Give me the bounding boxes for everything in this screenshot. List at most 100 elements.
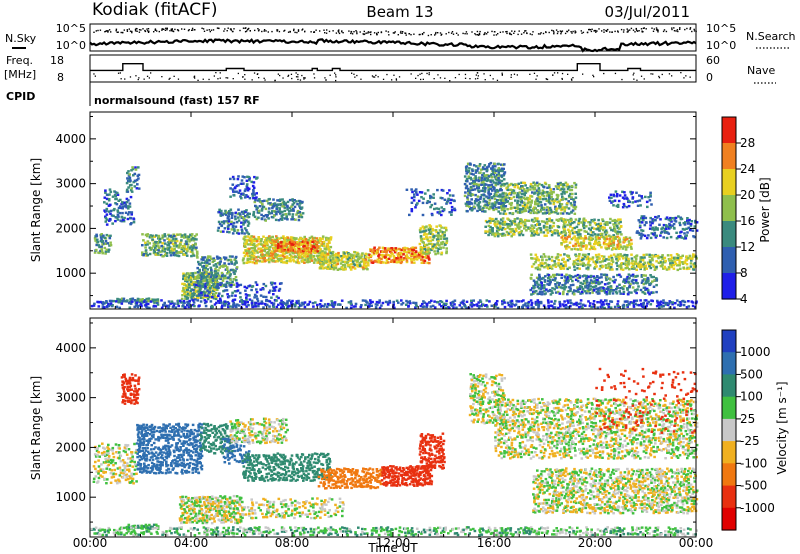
- heatmap-cell: [312, 254, 316, 258]
- heatmap-cell: [217, 226, 220, 230]
- heatmap-cell: [427, 239, 430, 243]
- heatmap-cell: [317, 257, 321, 261]
- heatmap-cell: [269, 240, 272, 244]
- heatmap-cell: [107, 250, 110, 253]
- heatmap-cell: [661, 263, 664, 267]
- heatmap-cell: [301, 242, 305, 245]
- heatmap-cell: [279, 203, 283, 206]
- heatmap-cell: [500, 167, 504, 170]
- heatmap-cell: [191, 292, 194, 295]
- heatmap-cell: [568, 266, 571, 269]
- heatmap-cell: [429, 232, 433, 235]
- heatmap-cell: [375, 250, 379, 253]
- heatmap-cell: [280, 249, 284, 253]
- heatmap-cell: [408, 213, 411, 217]
- heatmap-cell: [585, 245, 588, 248]
- heatmap-cell: [271, 203, 274, 206]
- heatmap-cell: [423, 243, 427, 247]
- heatmap-cell: [272, 240, 276, 243]
- nsearch-point: [399, 32, 402, 34]
- heatmap-cell: [211, 277, 215, 281]
- heatmap-cell: [619, 253, 622, 256]
- heatmap-cell: [218, 222, 222, 226]
- heatmap-cell: [262, 258, 266, 261]
- heatmap-cell: [491, 217, 494, 221]
- heatmap-cell: [240, 210, 244, 214]
- heatmap-cell: [209, 275, 213, 279]
- heatmap-cell: [544, 292, 547, 295]
- heatmap-cell: [240, 179, 244, 182]
- heatmap-cell: [450, 208, 454, 212]
- heatmap-cell: [173, 234, 176, 238]
- heatmap-cell: [554, 211, 557, 214]
- heatmap-cell: [527, 210, 531, 213]
- heatmap-cell: [630, 253, 633, 256]
- heatmap-cell: [556, 196, 559, 199]
- nsearch-point: [319, 30, 321, 32]
- heatmap-cell: [464, 202, 468, 205]
- heatmap-cell: [492, 195, 496, 198]
- heatmap-cell: [237, 216, 240, 219]
- heatmap-cell: [217, 277, 220, 280]
- heatmap-cell: [186, 246, 190, 249]
- heatmap-cell: [112, 214, 115, 218]
- heatmap-cell: [398, 254, 401, 257]
- heatmap-cell: [556, 256, 560, 259]
- heatmap-cell: [542, 195, 546, 198]
- heatmap-cell: [318, 254, 322, 257]
- heatmap-cell: [329, 267, 332, 270]
- heatmap-cell: [561, 185, 565, 189]
- nsearch-point: [423, 31, 425, 34]
- heatmap-cell: [255, 256, 258, 259]
- heatmap-cell: [445, 229, 448, 232]
- heatmap-cell: [221, 273, 224, 276]
- heatmap-cell: [420, 191, 424, 194]
- heatmap-cell: [297, 245, 301, 248]
- heatmap-cell: [574, 196, 578, 199]
- heatmap-cell: [157, 234, 161, 238]
- heatmap-cell: [516, 183, 519, 187]
- heatmap-cell: [120, 220, 124, 223]
- heatmap-cell: [100, 245, 103, 248]
- nave-point: [474, 78, 477, 80]
- heatmap-cell: [561, 238, 565, 241]
- heatmap-cell: [309, 253, 313, 256]
- heatmap-cell: [491, 179, 494, 182]
- heatmap-cell: [509, 219, 512, 223]
- nave-point: [290, 73, 293, 75]
- heatmap-cell: [270, 251, 273, 255]
- heatmap-cell: [506, 188, 510, 192]
- nsearch-point: [695, 30, 697, 33]
- heatmap-cell: [282, 235, 285, 238]
- heatmap-cell: [574, 183, 578, 186]
- heatmap-cell: [418, 242, 422, 246]
- heatmap-cell: [230, 228, 234, 231]
- heatmap-cell: [596, 236, 599, 239]
- heatmap-cell: [206, 280, 209, 283]
- heatmap-cell: [430, 203, 434, 207]
- heatmap-cell: [286, 208, 289, 211]
- heatmap-cell: [275, 235, 278, 238]
- heatmap-cell: [519, 187, 523, 191]
- heatmap-cell: [214, 270, 218, 273]
- heatmap-cell: [369, 249, 373, 252]
- heatmap-cell: [484, 187, 487, 190]
- nsearch-point: [590, 30, 593, 33]
- heatmap-cell: [554, 262, 557, 266]
- heatmap-cell: [568, 257, 571, 260]
- heatmap-cell: [480, 176, 484, 179]
- heatmap-cell: [518, 210, 522, 213]
- heatmap-cell: [231, 183, 235, 186]
- heatmap-cell: [264, 242, 267, 246]
- heatmap-cell: [191, 295, 194, 298]
- heatmap-cell: [564, 282, 567, 285]
- heatmap-cell: [553, 260, 556, 263]
- nsearch-point: [626, 31, 628, 33]
- heatmap-cell: [178, 251, 181, 254]
- heatmap-cell: [279, 198, 282, 201]
- heatmap-cell: [661, 254, 664, 257]
- heatmap-cell: [529, 276, 533, 280]
- heatmap-cell: [648, 255, 651, 259]
- heatmap-cell: [683, 260, 687, 263]
- heatmap-cell: [598, 236, 601, 240]
